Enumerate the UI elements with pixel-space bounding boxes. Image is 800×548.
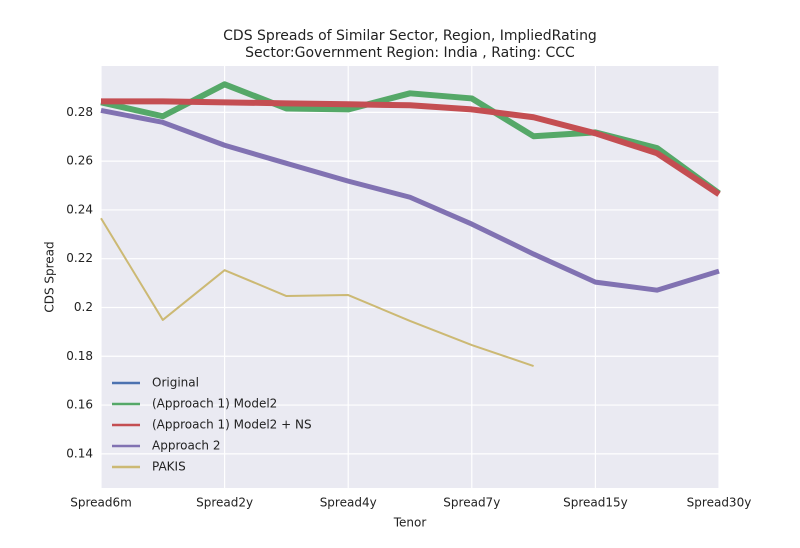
x-axis-label: Tenor	[393, 516, 427, 530]
legend-label: (Approach 1) Model2 + NS	[152, 418, 312, 432]
x-tick-label: Spread7y	[443, 496, 500, 510]
x-tick-label: Spread30y	[687, 496, 752, 510]
y-tick-label: 0.28	[66, 105, 93, 119]
y-tick-label: 0.22	[66, 251, 93, 265]
line-series	[100, 107, 720, 293]
y-tick-label: 0.2	[74, 300, 93, 314]
chart-title: CDS Spreads of Similar Sector, Region, I…	[223, 28, 597, 44]
line-series	[101, 98, 721, 197]
x-tick-label: Spread15y	[563, 496, 628, 510]
y-tick-label: 0.26	[66, 154, 93, 168]
legend-label: Original	[152, 376, 199, 390]
legend-label: PAKIS	[152, 460, 186, 474]
y-tick-label: 0.14	[66, 446, 93, 460]
legend-label: (Approach 1) Model2	[152, 397, 277, 411]
x-tick-label: Spread4y	[320, 496, 377, 510]
y-tick-label: 0.24	[66, 202, 93, 216]
chart-subtitle: Sector:Government Region: India , Rating…	[245, 45, 575, 61]
x-tick-label: Spread6m	[70, 496, 132, 510]
y-tick-label: 0.16	[66, 398, 93, 412]
y-tick-label: 0.18	[66, 349, 93, 363]
x-tick-label: Spread2y	[196, 496, 253, 510]
line-series	[100, 217, 534, 367]
y-axis-label: CDS Spread	[43, 241, 57, 312]
legend-label: Approach 2	[152, 439, 220, 453]
